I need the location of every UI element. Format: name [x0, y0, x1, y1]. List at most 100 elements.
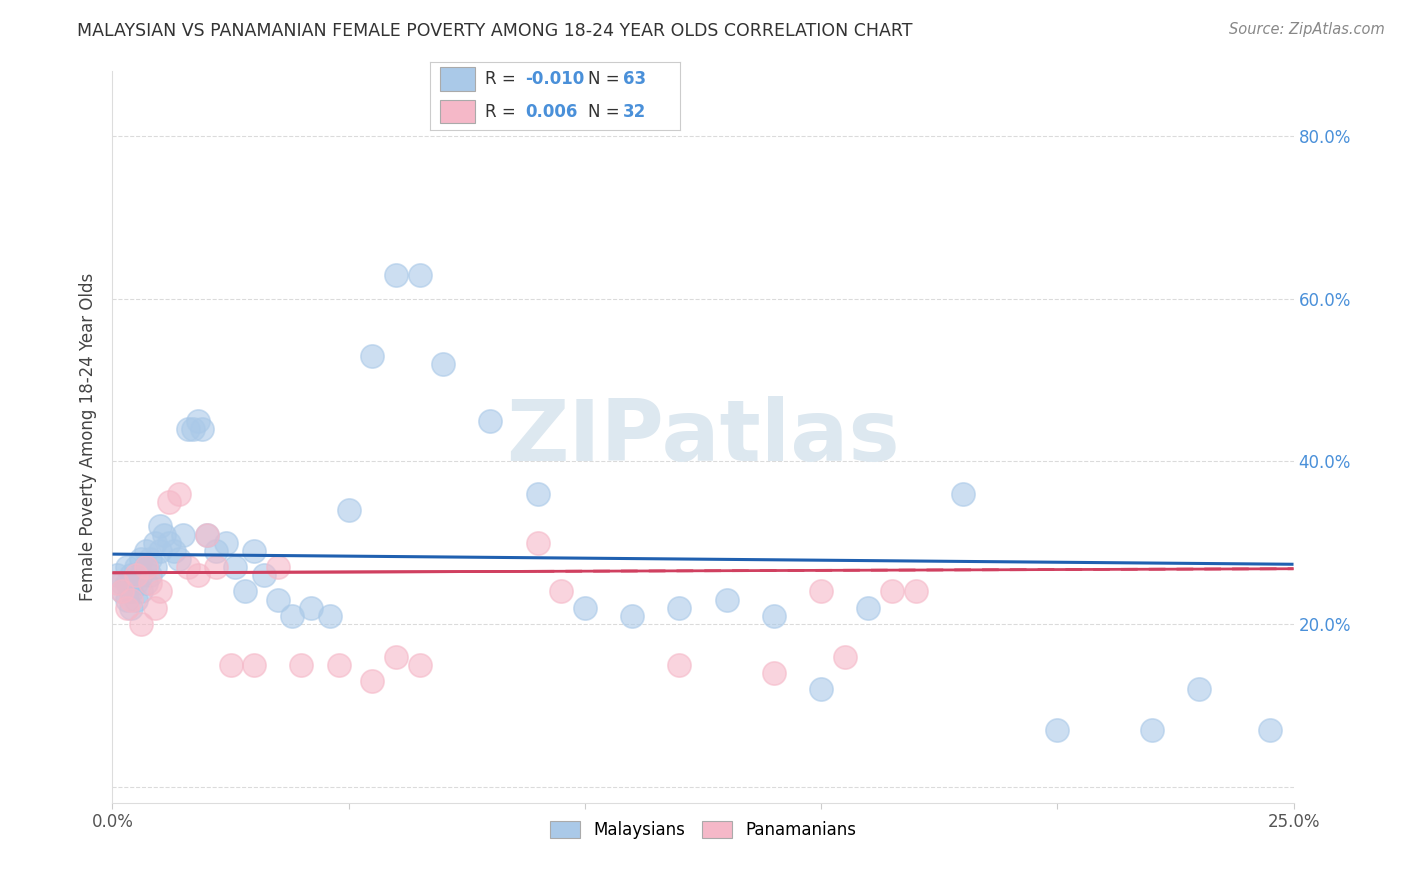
Point [149, 544, 172, 558]
Point [267, 560, 290, 574]
Point [668, 657, 690, 672]
Point [135, 576, 157, 591]
Point [143, 560, 166, 574]
Point [115, 600, 138, 615]
Point [385, 268, 408, 282]
Point [111, 584, 134, 599]
Point [716, 592, 738, 607]
Point [129, 584, 152, 599]
Y-axis label: Female Poverty Among 18-24 Year Olds: Female Poverty Among 18-24 Year Olds [79, 273, 97, 601]
Point [361, 349, 384, 363]
Point [105, 568, 128, 582]
Point [1046, 723, 1069, 737]
Text: N =: N = [588, 103, 624, 120]
Point [186, 568, 208, 582]
Point [408, 657, 430, 672]
Point [139, 552, 162, 566]
Point [172, 527, 194, 541]
Point [153, 527, 176, 541]
Point [111, 584, 134, 599]
Point [163, 544, 186, 558]
Point [143, 600, 166, 615]
Point [105, 576, 128, 591]
Point [205, 560, 228, 574]
Point [115, 576, 138, 591]
Text: ZIPatlas: ZIPatlas [506, 395, 900, 479]
Point [191, 422, 214, 436]
Point [319, 608, 342, 623]
Point [215, 535, 238, 549]
Point [135, 560, 157, 574]
Point [834, 649, 856, 664]
Point [290, 657, 312, 672]
Point [149, 519, 172, 533]
Text: 63: 63 [623, 70, 645, 88]
Point [181, 422, 204, 436]
Point [120, 584, 142, 599]
Point [186, 414, 208, 428]
Point [115, 592, 138, 607]
Point [149, 584, 172, 599]
Text: 32: 32 [623, 103, 645, 120]
Text: R =: R = [485, 103, 522, 120]
Point [233, 584, 256, 599]
Point [762, 608, 785, 623]
Point [129, 552, 152, 566]
Point [267, 592, 290, 607]
Point [167, 552, 190, 566]
Point [139, 576, 162, 591]
Text: Source: ZipAtlas.com: Source: ZipAtlas.com [1229, 22, 1385, 37]
Text: -0.010: -0.010 [524, 70, 585, 88]
Point [526, 535, 548, 549]
Point [135, 544, 157, 558]
Point [177, 560, 200, 574]
Point [125, 576, 148, 591]
Point [361, 673, 384, 688]
Point [810, 681, 832, 696]
Text: N =: N = [588, 70, 624, 88]
Point [526, 487, 548, 501]
Point [219, 657, 242, 672]
Point [574, 600, 596, 615]
FancyBboxPatch shape [440, 68, 475, 91]
Point [125, 560, 148, 574]
Point [195, 527, 218, 541]
Point [762, 665, 785, 680]
Point [120, 568, 142, 582]
Point [550, 584, 572, 599]
Point [880, 584, 903, 599]
Legend: Malaysians, Panamanians: Malaysians, Panamanians [543, 814, 863, 846]
Point [205, 544, 228, 558]
Point [299, 600, 322, 615]
Point [167, 487, 190, 501]
Point [157, 495, 180, 509]
Point [621, 608, 644, 623]
Point [1140, 723, 1163, 737]
Point [120, 592, 142, 607]
Text: 0.006: 0.006 [524, 103, 578, 120]
Point [115, 560, 138, 574]
Point [125, 568, 148, 582]
Point [195, 527, 218, 541]
Point [408, 268, 430, 282]
Point [668, 600, 690, 615]
Point [479, 414, 502, 428]
Point [904, 584, 927, 599]
Point [432, 357, 454, 371]
Text: R =: R = [485, 70, 522, 88]
Point [385, 649, 408, 664]
Point [952, 487, 974, 501]
Point [810, 584, 832, 599]
Point [243, 657, 266, 672]
Point [135, 560, 157, 574]
FancyBboxPatch shape [440, 100, 475, 123]
Point [858, 600, 880, 615]
Text: MALAYSIAN VS PANAMANIAN FEMALE POVERTY AMONG 18-24 YEAR OLDS CORRELATION CHART: MALAYSIAN VS PANAMANIAN FEMALE POVERTY A… [77, 22, 912, 40]
Point [281, 608, 304, 623]
Point [253, 568, 276, 582]
Point [337, 503, 360, 517]
Point [1258, 723, 1281, 737]
Point [243, 544, 266, 558]
Point [139, 568, 162, 582]
Point [120, 600, 142, 615]
